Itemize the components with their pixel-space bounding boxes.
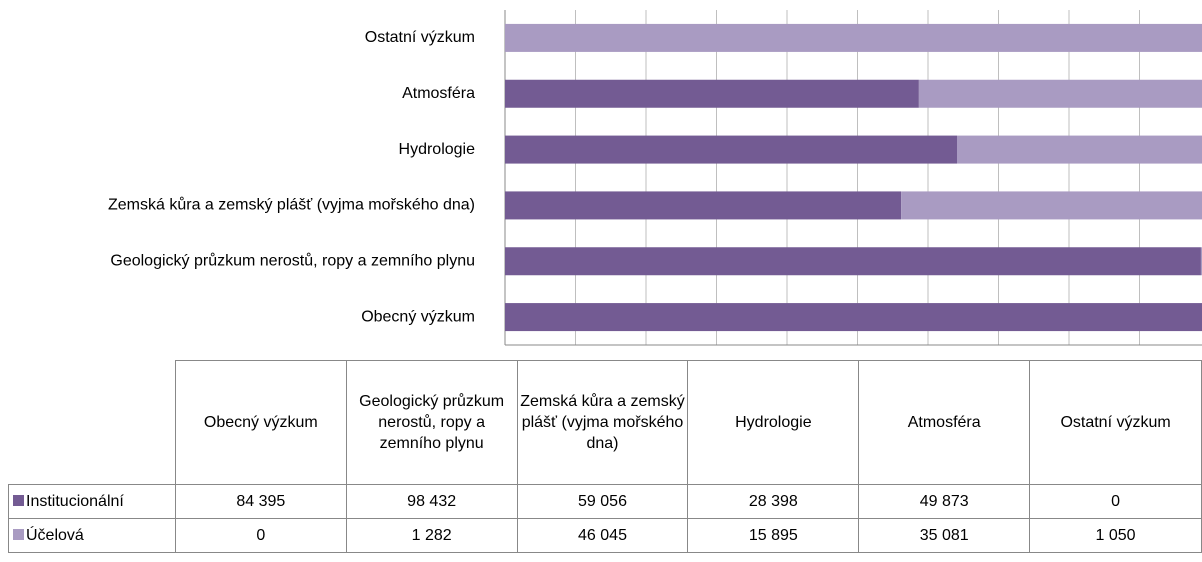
bar-segment <box>957 135 1202 164</box>
legend-swatch <box>13 529 24 540</box>
corner-cell <box>8 360 176 485</box>
bar-segment <box>505 79 919 108</box>
y-tick-label: Ostatní výzkum <box>365 29 475 46</box>
legend-swatch <box>13 495 24 506</box>
bar-segment <box>505 23 1202 52</box>
legend-label: Účelová <box>26 527 84 544</box>
column-header: Obecný výzkum <box>174 360 347 485</box>
legend-label: Institucionální <box>26 493 124 510</box>
column-header: Hydrologie <box>687 360 860 485</box>
y-tick-label: Zemská kůra a zemský plášť (vyjma mořské… <box>108 196 475 214</box>
value-cell: 0 <box>1029 484 1202 519</box>
value-cell: 35 081 <box>858 518 1031 553</box>
legend-cell: Institucionální <box>8 484 176 519</box>
bar-segment <box>505 303 1202 332</box>
value-cell: 0 <box>174 518 347 553</box>
bar-segment <box>901 191 1202 220</box>
data-row: Účelová 0 1 282 46 045 15 895 35 081 1 050 <box>8 518 1202 553</box>
bar-segment <box>505 191 902 220</box>
value-cell: 1 282 <box>345 518 518 553</box>
value-cell: 84 395 <box>174 484 347 519</box>
bar-segment <box>918 79 1202 108</box>
column-header: Geologický průzkum nerostů, ropy a zemní… <box>345 360 518 485</box>
value-cell: 46 045 <box>516 518 689 553</box>
y-tick-label: Atmosféra <box>402 85 475 102</box>
y-tick-label: Hydrologie <box>399 141 476 158</box>
bar-segment <box>505 135 958 164</box>
column-header: Ostatní výzkum <box>1029 360 1202 485</box>
data-table: Obecný výzkum Geologický průzkum nerostů,… <box>8 360 1202 553</box>
bar-segment <box>1200 247 1202 276</box>
header-row: Obecný výzkum Geologický průzkum nerostů,… <box>8 360 1202 485</box>
column-header: Zemská kůra a zemský plášť (vyjma mořské… <box>516 360 689 485</box>
y-tick-label: Obecný výzkum <box>361 308 475 325</box>
data-row: Institucionální 84 395 98 432 59 056 28 398 4… <box>8 484 1202 519</box>
value-cell: 59 056 <box>516 484 689 519</box>
y-tick-label: Geologický průzkum nerostů, ropy a zemní… <box>110 251 475 269</box>
value-cell: 49 873 <box>858 484 1031 519</box>
value-cell: 15 895 <box>687 518 860 553</box>
value-cell: 28 398 <box>687 484 860 519</box>
value-cell: 1 050 <box>1029 518 1202 553</box>
chart: Obecný výzkum Geologický průzkum nerostů,… <box>108 10 1202 346</box>
value-cell: 98 432 <box>345 484 518 519</box>
bar-segment <box>505 247 1201 276</box>
column-header: Atmosféra <box>858 360 1031 485</box>
legend-cell: Účelová <box>8 518 176 553</box>
